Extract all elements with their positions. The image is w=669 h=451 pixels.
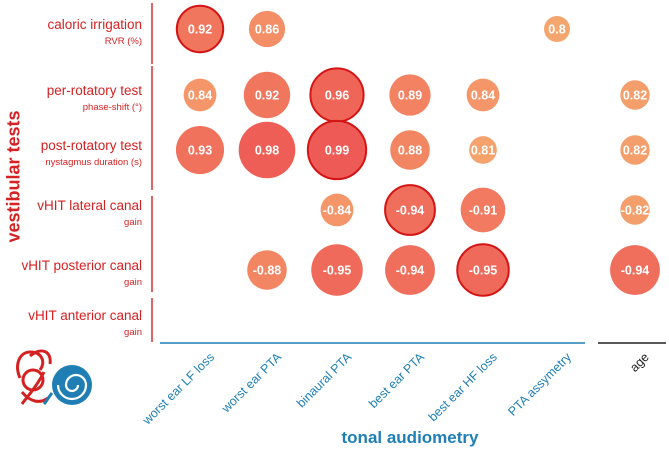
row-label-sub: gain — [124, 277, 142, 288]
row-label-sub: gain — [124, 327, 142, 338]
y-axis-label: vestibular tests — [3, 110, 24, 243]
bubble-4-4 — [456, 243, 510, 297]
bubble-label-3-6: -0.82 — [621, 204, 650, 218]
row-label-2: post-rotatory test nystagmus duration (s) — [41, 138, 142, 169]
bubble-label-1-4: 0.84 — [471, 89, 495, 103]
bubble-4-3 — [385, 245, 435, 295]
row-label-main: vHIT posterior canal — [21, 258, 142, 273]
bubble-3-4 — [460, 187, 506, 233]
row-label-sub: RVR (%) — [104, 36, 142, 47]
inner-ear-icon — [16, 349, 92, 406]
row-label-0: caloric irrigation RVR (%) — [47, 17, 142, 48]
bubble-label-1-6: 0.82 — [623, 89, 647, 103]
bubble-label-2-4: 0.81 — [471, 144, 495, 158]
bubble-3-3 — [384, 184, 436, 236]
row-label-5: vHIT anterior canal gain — [28, 308, 142, 339]
bubble-label-3-2: -0.84 — [323, 204, 352, 218]
bubble-label-1-2: 0.96 — [325, 89, 349, 103]
bubble-2-0 — [175, 125, 225, 175]
bubble-4-1 — [247, 250, 287, 290]
bubble-label-4-2: -0.95 — [323, 264, 352, 278]
bubble-1-3 — [389, 74, 431, 116]
bubble-label-2-3: 0.88 — [398, 144, 422, 158]
bubble-2-6 — [620, 135, 650, 165]
bubble-0-1 — [248, 10, 286, 48]
bubble-2-2 — [306, 119, 368, 181]
bubble-3-2 — [320, 193, 354, 227]
bubble-label-2-1: 0.98 — [255, 144, 279, 158]
bubble-label-4-3: -0.94 — [396, 264, 425, 278]
bubble-2-1 — [238, 121, 296, 179]
bubble-4-2 — [311, 244, 363, 296]
bubble-label-4-4: -0.95 — [469, 264, 498, 278]
row-label-3: vHIT lateral canal gain — [37, 198, 142, 229]
bubble-label-0-1: 0.86 — [255, 23, 279, 37]
bubble-label-1-1: 0.92 — [255, 89, 279, 103]
row-label-main: caloric irrigation — [47, 17, 142, 32]
bubble-label-3-4: -0.91 — [469, 204, 498, 218]
row-label-sub: gain — [124, 217, 142, 228]
bubble-0-5 — [544, 16, 570, 42]
bubbles: 0.92 0.86 0.8 0.84 0.92 0.96 0.89 0.84 0.82 0.93 0… — [175, 4, 660, 297]
bubble-0-0 — [175, 4, 225, 54]
axes — [151, 3, 666, 344]
bubble-2-4 — [469, 136, 497, 164]
x-axis-label: tonal audiometry — [341, 428, 479, 447]
bubble-2-3 — [390, 130, 430, 170]
bubble-1-0 — [183, 78, 217, 112]
row-label-main: per-rotatory test — [46, 83, 142, 98]
bubble-label-1-3: 0.89 — [398, 89, 422, 103]
bubble-label-0-5: 0.8 — [548, 23, 565, 37]
bubble-3-6 — [620, 195, 650, 225]
bubble-1-6 — [620, 80, 650, 110]
row-label-main: post-rotatory test — [40, 138, 142, 153]
bubble-label-1-0: 0.84 — [188, 89, 212, 103]
bubble-4-6 — [610, 245, 660, 295]
row-label-main: vHIT lateral canal — [37, 198, 142, 213]
bubble-label-2-6: 0.82 — [623, 144, 647, 158]
row-label-main: vHIT anterior canal — [28, 308, 142, 323]
row-label-4: vHIT posterior canal gain — [21, 258, 142, 289]
bubble-1-4 — [466, 78, 500, 112]
bubble-label-2-2: 0.99 — [325, 144, 349, 158]
bubble-label-4-1: -0.88 — [253, 264, 282, 278]
row-label-sub: phase-shift (°) — [82, 102, 142, 113]
bubble-1-1 — [243, 71, 291, 119]
bubble-label-3-3: -0.94 — [396, 204, 425, 218]
row-label-sub: nystagmus duration (s) — [45, 157, 142, 168]
bubble-label-4-6: -0.94 — [621, 264, 650, 278]
bubble-label-2-0: 0.93 — [188, 144, 212, 158]
row-label-1: per-rotatory test phase-shift (°) — [47, 83, 142, 114]
bubble-label-0-0: 0.92 — [188, 23, 212, 37]
